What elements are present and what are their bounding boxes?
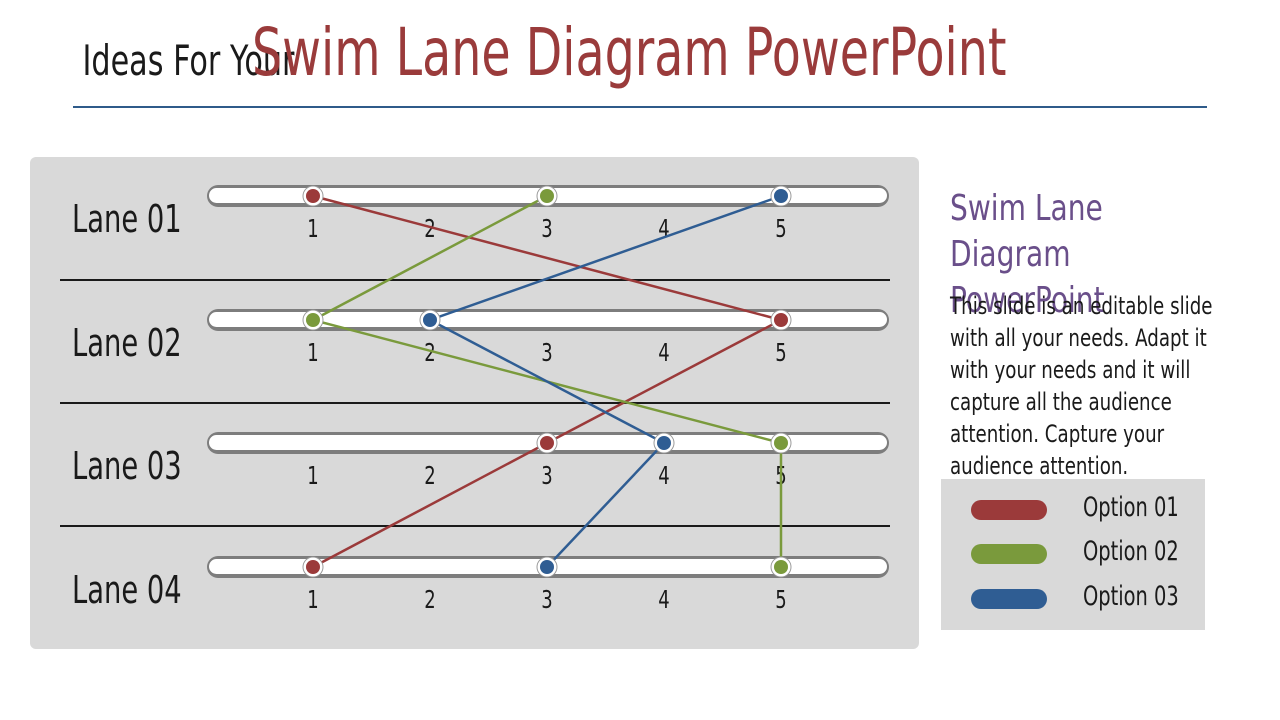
option-path — [312, 194, 785, 569]
option-marker — [774, 436, 788, 450]
step-number: 4 — [658, 586, 669, 615]
step-number: 3 — [541, 462, 552, 491]
legend-label: Option 03 — [1083, 581, 1179, 612]
option-marker — [774, 560, 788, 574]
side-title: Swim Lane Diagram PowerPoint — [950, 188, 1105, 321]
title-prefix: Ideas For Your — [82, 36, 295, 85]
step-number: 4 — [658, 215, 669, 244]
legend-swatch — [971, 589, 1047, 609]
legend-swatch — [971, 500, 1047, 520]
step-number: 4 — [658, 339, 669, 368]
option-marker — [774, 313, 788, 327]
step-number: 2 — [424, 586, 435, 615]
option-marker — [540, 189, 554, 203]
legend-item-option-03: Option 03 — [941, 581, 1205, 613]
lane-label: Lane 04 — [72, 567, 182, 612]
step-number: 3 — [541, 215, 552, 244]
legend: Option 01 Option 02 Option 03 — [941, 479, 1205, 630]
option-marker — [306, 313, 320, 327]
option-marker — [540, 560, 554, 574]
option-marker — [774, 189, 788, 203]
legend-swatch — [971, 544, 1047, 564]
lane-label: Lane 02 — [72, 320, 182, 365]
option-marker — [423, 313, 437, 327]
step-number: 3 — [541, 586, 552, 615]
lane-label: Lane 01 — [72, 196, 182, 241]
step-number: 1 — [307, 586, 318, 615]
step-number: 2 — [424, 339, 435, 368]
option-marker — [540, 436, 554, 450]
legend-label: Option 02 — [1083, 536, 1179, 567]
step-number: 2 — [424, 215, 435, 244]
legend-item-option-01: Option 01 — [941, 492, 1205, 524]
option-marker — [306, 189, 320, 203]
side-description: This slide is an editable slide with all… — [950, 292, 1213, 480]
step-number: 5 — [775, 586, 786, 615]
lane-track — [209, 312, 887, 327]
legend-item-option-02: Option 02 — [941, 536, 1205, 568]
step-number: 4 — [658, 462, 669, 491]
step-number: 5 — [775, 215, 786, 244]
step-number: 1 — [307, 339, 318, 368]
slide-title: Ideas For Your Swim Lane Diagram PowerPo… — [0, 14, 1280, 91]
step-number: 3 — [541, 339, 552, 368]
option-path — [426, 194, 782, 568]
option-marker — [306, 560, 320, 574]
step-number: 5 — [775, 339, 786, 368]
title-divider — [73, 106, 1207, 108]
lane-label: Lane 03 — [72, 443, 182, 488]
title-main: Swim Lane Diagram PowerPoint — [251, 14, 1007, 91]
option-marker — [657, 436, 671, 450]
legend-label: Option 01 — [1083, 492, 1179, 523]
step-number: 1 — [307, 462, 318, 491]
step-number: 2 — [424, 462, 435, 491]
step-number: 1 — [307, 215, 318, 244]
